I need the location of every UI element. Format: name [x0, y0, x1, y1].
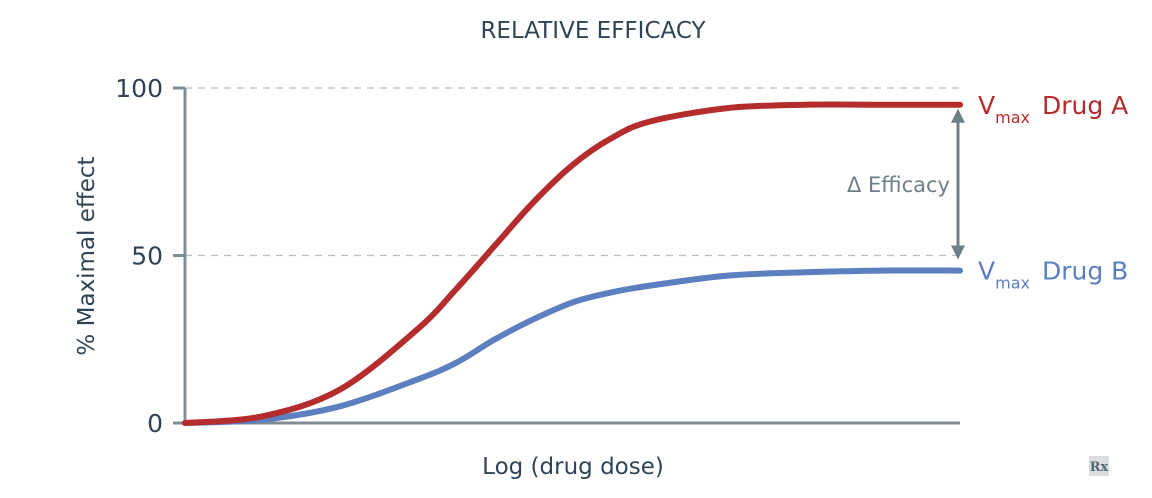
- series-lines: [182, 101, 963, 426]
- series-labels: Vmax Drug A Vmax Drug B: [978, 91, 1128, 293]
- gridlines: [185, 87, 962, 257]
- rx-logo-icon: Rx: [1089, 456, 1109, 476]
- delta-efficacy-label: Δ Efficacy: [847, 173, 950, 197]
- vmax-symbol: V: [978, 91, 995, 120]
- series-name: Drug B: [1042, 257, 1128, 286]
- y-tick-label-50: 50: [131, 242, 163, 271]
- x-axis-label: Log (drug dose): [482, 454, 664, 480]
- series-label-drug-a: Vmax Drug A: [978, 91, 1128, 127]
- vmax-symbol: V: [978, 257, 995, 286]
- vmax-subscript: max: [995, 274, 1030, 293]
- vmax-subscript: max: [995, 108, 1030, 127]
- y-axis: 0 50 100: [115, 74, 187, 438]
- svg-text:Rx: Rx: [1090, 460, 1109, 475]
- series-name: Drug A: [1042, 91, 1128, 120]
- delta-efficacy-annotation: Δ Efficacy: [847, 108, 965, 260]
- series-label-drug-b: Vmax Drug B: [978, 257, 1128, 293]
- y-tick-label-0: 0: [147, 409, 163, 438]
- series-line-drug-a: [182, 101, 963, 426]
- series-line-drug-b: [182, 267, 963, 426]
- arrow-down-icon: [951, 245, 965, 260]
- arrow-up-icon: [951, 108, 965, 123]
- y-axis-label: % Maximal effect: [74, 156, 100, 355]
- chart-title: RELATIVE EFFICACY: [480, 18, 706, 44]
- y-tick-label-100: 100: [115, 74, 163, 103]
